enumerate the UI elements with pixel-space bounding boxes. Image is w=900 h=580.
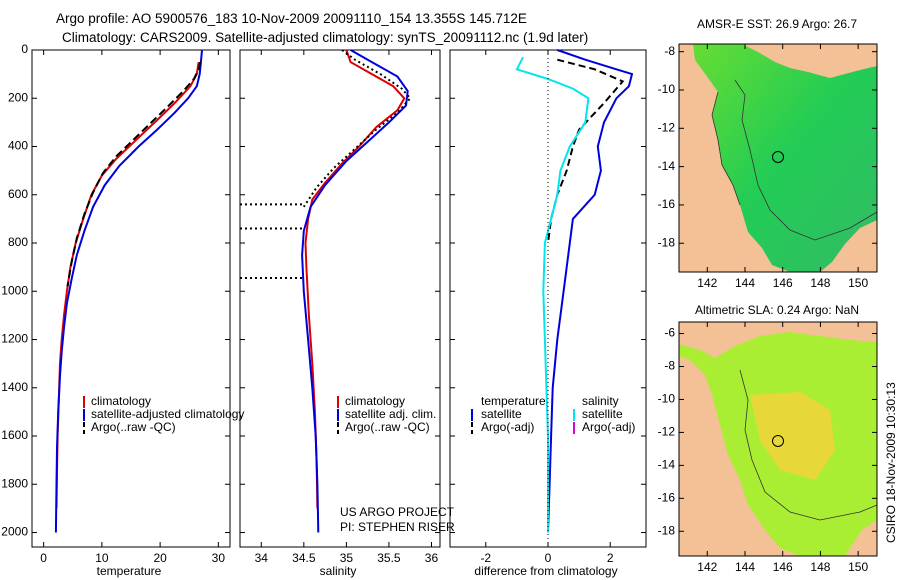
panel-temperature: 0 10 20 30 0 200 400 600 800 1000 1200 1400 1600 1800… bbox=[1, 42, 244, 578]
credit-project: US ARGO PROJECT bbox=[340, 505, 455, 519]
x-tick-label: 36 bbox=[425, 551, 439, 565]
x-tick-label: 142 bbox=[697, 560, 717, 574]
map-sst-isobath bbox=[734, 79, 878, 241]
y-tick-label: -12 bbox=[658, 425, 676, 439]
y-tick-label: 1200 bbox=[1, 332, 28, 346]
y-tick-label: 1800 bbox=[1, 476, 28, 490]
x-tick-label: 148 bbox=[810, 560, 830, 574]
map-sst-frame bbox=[678, 43, 878, 273]
y-tick-label: -18 bbox=[658, 523, 676, 537]
legend-header-temperature: temperature bbox=[481, 394, 546, 408]
x-tick-label: 34.5 bbox=[292, 551, 316, 565]
xlabel-temperature: temperature bbox=[97, 564, 162, 578]
y-tick-label: -12 bbox=[658, 120, 676, 134]
y-tick-label: 1400 bbox=[1, 380, 28, 394]
series-line bbox=[55, 61, 200, 509]
legend-label-climatology: climatology bbox=[345, 394, 405, 408]
legend-label-sal-argo: Argo(-adj) bbox=[582, 420, 635, 434]
x-tick-label: 20 bbox=[153, 551, 167, 565]
legend-difference: temperature satellite Argo(-adj) salinit… bbox=[471, 394, 635, 434]
series-line bbox=[304, 49, 406, 509]
map-sla-warm-patch bbox=[750, 392, 835, 480]
y-tick-label: -10 bbox=[658, 82, 676, 96]
x-tick-label: 0 bbox=[40, 551, 47, 565]
legend-temperature: climatology satellite-adjusted climatolo… bbox=[83, 394, 244, 434]
panel-salinity-frame bbox=[239, 49, 441, 548]
y-tick-label: 1000 bbox=[1, 283, 28, 297]
series-line bbox=[547, 49, 634, 533]
y-tick-label: -16 bbox=[658, 197, 676, 211]
legend-header-salinity: salinity bbox=[582, 394, 619, 408]
panel-salinity: 34 34.5 35 35.5 36 salinity climatology sate… bbox=[239, 49, 455, 578]
map-sla-argo-marker bbox=[772, 435, 784, 447]
footer-stamp: CSIRO 18-Nov-2009 10:30:13 bbox=[884, 382, 898, 543]
y-tick-label: -14 bbox=[658, 159, 676, 173]
legend-label-argo: Argo(..raw -QC) bbox=[91, 420, 176, 434]
xlabel-difference: difference from climatology bbox=[474, 564, 617, 578]
y-tick-label: 200 bbox=[8, 90, 28, 104]
map-sst-ocean bbox=[693, 44, 877, 272]
y-tick-label: -14 bbox=[658, 458, 676, 472]
y-tick-label: 400 bbox=[8, 139, 28, 153]
series-line bbox=[54, 49, 203, 533]
x-tick-label: 35 bbox=[340, 551, 354, 565]
legend-label-temp-argo: Argo(-adj) bbox=[481, 420, 534, 434]
map-sst-coast bbox=[711, 91, 741, 206]
x-tick-label: 142 bbox=[697, 276, 717, 290]
y-tick-label: -18 bbox=[658, 235, 676, 249]
title-line1: Argo profile: AO 5900576_183 10-Nov-2009… bbox=[56, 11, 527, 26]
y-tick-label: 1600 bbox=[1, 428, 28, 442]
xlabel-salinity: salinity bbox=[320, 564, 357, 578]
x-tick-label: 150 bbox=[848, 560, 868, 574]
y-tick-label: -6 bbox=[664, 326, 675, 340]
y-tick-label: -8 bbox=[664, 44, 675, 58]
x-tick-label: 150 bbox=[848, 276, 868, 290]
y-tick-label: 800 bbox=[8, 235, 28, 249]
map-sla-frame bbox=[678, 321, 878, 557]
series-line bbox=[66, 61, 202, 287]
panel-temperature-frame bbox=[31, 49, 231, 548]
x-tick-label: 35.5 bbox=[377, 551, 401, 565]
map-sla: Altimetric SLA: 0.24 Argo: NaN 142 144 146… bbox=[658, 303, 878, 574]
x-tick-label: 0 bbox=[545, 551, 552, 565]
y-tick-label: 600 bbox=[8, 187, 28, 201]
series-line bbox=[547, 58, 625, 244]
panel-difference: -2 0 2 difference from climatology tempera… bbox=[449, 49, 647, 578]
legend-label-satellite: satellite adj. clim. bbox=[345, 407, 436, 421]
x-tick-label: 144 bbox=[735, 560, 755, 574]
credit-pi: PI: STEPHEN RISER bbox=[340, 520, 455, 534]
map-sst-title: AMSR-E SST: 26.9 Argo: 26.7 bbox=[697, 17, 857, 31]
legend-label-satellite: satellite-adjusted climatology bbox=[91, 407, 244, 421]
legend-label-argo: Argo(..raw -QC) bbox=[345, 420, 430, 434]
x-tick-label: -2 bbox=[480, 551, 491, 565]
x-tick-label: 144 bbox=[735, 276, 755, 290]
legend-label-climatology: climatology bbox=[91, 394, 151, 408]
legend-salinity: climatology satellite adj. clim. Argo(..… bbox=[337, 394, 436, 434]
series-line bbox=[302, 49, 412, 208]
map-sst: AMSR-E SST: 26.9 Argo: 26.7 142 144 146 148… bbox=[658, 17, 878, 290]
x-tick-label: 30 bbox=[212, 551, 226, 565]
y-tick-label: -10 bbox=[658, 392, 676, 406]
x-tick-label: 146 bbox=[773, 276, 793, 290]
map-sla-title: Altimetric SLA: 0.24 Argo: NaN bbox=[695, 303, 859, 317]
map-sla-isobath bbox=[739, 369, 878, 521]
x-tick-label: 148 bbox=[810, 276, 830, 290]
title-line2: Climatology: CARS2009. Satellite-adjuste… bbox=[62, 30, 588, 45]
y-tick-label: -8 bbox=[664, 359, 675, 373]
y-tick-label: 2000 bbox=[1, 525, 28, 539]
x-tick-label: 10 bbox=[95, 551, 109, 565]
legend-label-sal-satellite: satellite bbox=[582, 407, 623, 421]
series-line bbox=[301, 49, 409, 533]
y-tick-label: -16 bbox=[658, 490, 676, 504]
series-line bbox=[515, 56, 590, 533]
y-tick-label: 0 bbox=[21, 42, 28, 56]
map-sst-argo-marker bbox=[772, 151, 784, 163]
x-tick-label: 2 bbox=[607, 551, 614, 565]
x-tick-label: 34 bbox=[255, 551, 269, 565]
x-tick-label: 146 bbox=[773, 560, 793, 574]
legend-label-temp-satellite: satellite bbox=[481, 407, 522, 421]
